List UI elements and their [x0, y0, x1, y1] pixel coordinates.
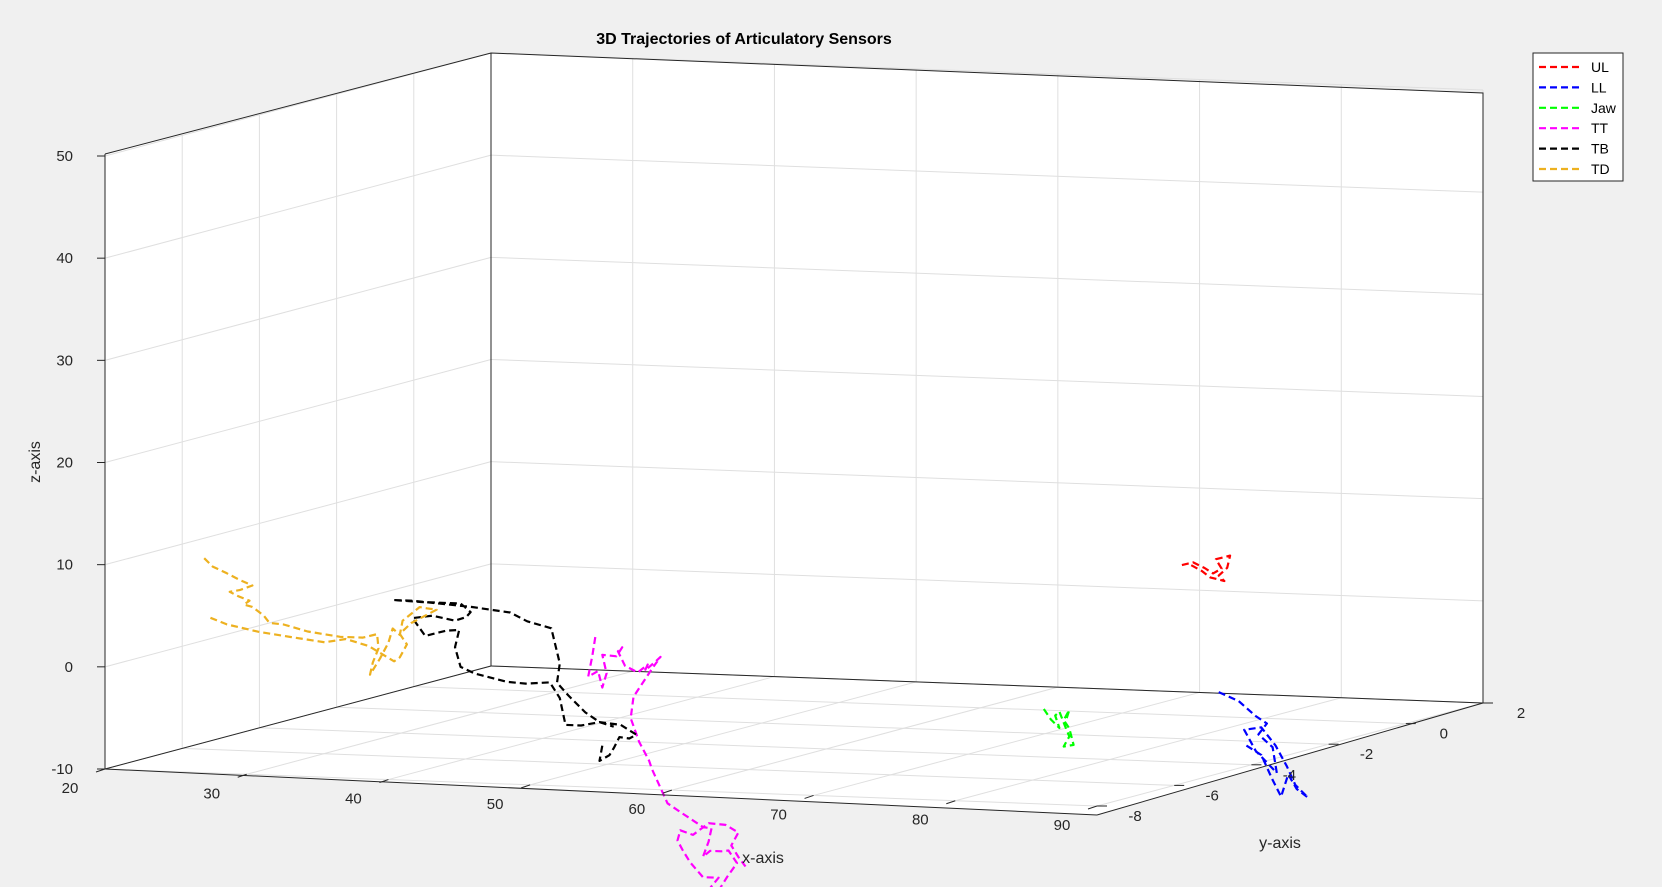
- y-axis-label: y-axis: [1259, 835, 1301, 852]
- grid-line-z-side: [104, 256, 492, 361]
- legend-label-tb: TB: [1591, 141, 1609, 157]
- y-tick-label: 2: [1517, 705, 1525, 722]
- series-line-td: [203, 557, 438, 676]
- x-tick-label: 30: [203, 785, 220, 802]
- x-tick-label: 80: [912, 812, 929, 829]
- series-line-tt: [587, 636, 747, 887]
- legend-label-tt: TT: [1591, 120, 1609, 136]
- x-tick-label: 40: [345, 791, 362, 808]
- grid-line-z: [490, 256, 1484, 295]
- z-tick-label: 0: [65, 659, 73, 676]
- x-tick: [804, 794, 814, 799]
- grid-line-z: [490, 563, 1484, 602]
- chart-title: 3D Trajectories of Articulatory Sensors: [596, 31, 892, 48]
- z-tick-label: 30: [56, 352, 73, 369]
- grid-line-z-side: [104, 359, 492, 463]
- grid-line-y-floor: [413, 686, 1406, 725]
- series-line-tb: [391, 598, 638, 763]
- axis-ticks: -10 0 10 20 30 40 50 20 30 40 50 60 70 80 90 -8 -6 -4 -2 0 2: [51, 148, 1525, 834]
- y-axis-line: [1096, 702, 1484, 816]
- grid-line-x-floor: [246, 670, 633, 775]
- legend-label-jaw: Jaw: [1591, 100, 1617, 116]
- grid-line-x-floor: [388, 676, 775, 781]
- z-tick-label: 10: [56, 557, 73, 574]
- grid-line-x-floor: [1096, 702, 1484, 807]
- x-axis-line: [104, 768, 1098, 816]
- x-tick: [946, 800, 956, 805]
- x-tick: [379, 779, 389, 784]
- grid-line-x-floor: [955, 697, 1342, 802]
- floor-plane: [105, 666, 1483, 815]
- grid-line-z: [490, 359, 1484, 397]
- grid-line-z: [490, 154, 1484, 193]
- x-tick-label: 90: [1054, 817, 1071, 834]
- grid-line-y-floor: [182, 747, 1175, 786]
- z-tick-label: 40: [56, 250, 73, 267]
- grid-line-x-floor: [671, 686, 1058, 791]
- z-axis-label: z-axis: [27, 441, 44, 483]
- grid-line-z-side: [104, 154, 492, 259]
- grid-line-z-side: [104, 563, 492, 668]
- x-tick-label: 60: [629, 801, 646, 818]
- x-tick: [95, 768, 106, 773]
- z-tick-label: 50: [56, 148, 73, 165]
- x-tick-label: 20: [62, 780, 79, 797]
- y-tick-label: -8: [1128, 808, 1141, 825]
- x-tick: [237, 773, 247, 778]
- x-tick-label: 70: [770, 806, 787, 823]
- grid-line-y-floor: [104, 768, 1098, 807]
- x-tick-label: 50: [487, 796, 504, 813]
- series-line-ll: [1218, 691, 1310, 799]
- grid-line-z: [490, 461, 1484, 500]
- legend-label-ll: LL: [1591, 79, 1607, 95]
- legend-box: [1532, 52, 1624, 182]
- axes-box: [104, 52, 1484, 770]
- y-tick-label: -4: [1283, 767, 1296, 784]
- x-tick: [520, 784, 531, 789]
- y-tick-label: -6: [1206, 787, 1219, 804]
- x-tick: [1087, 805, 1098, 810]
- y-tick-label: 0: [1440, 726, 1448, 743]
- series-line-ul: [1181, 554, 1232, 583]
- data-series: [203, 554, 1310, 887]
- y-tick-label: -2: [1360, 746, 1373, 763]
- grid-line-y-floor: [336, 706, 1329, 745]
- legend[interactable]: UL LL Jaw TT TB TD: [1532, 52, 1624, 182]
- x-tick: [662, 789, 673, 794]
- z-tick-label: -10: [51, 761, 73, 778]
- legend-label-td: TD: [1591, 161, 1610, 177]
- grid-line-y-floor: [259, 727, 1252, 766]
- series-line-jaw: [1042, 708, 1075, 748]
- grid-line-z-side: [104, 461, 492, 566]
- grid-line-x-floor: [530, 681, 917, 786]
- z-tick-label: 20: [56, 455, 73, 472]
- grid-line-x-floor: [813, 691, 1200, 796]
- x-axis-label: x-axis: [742, 850, 784, 867]
- legend-label-ul: UL: [1591, 59, 1609, 75]
